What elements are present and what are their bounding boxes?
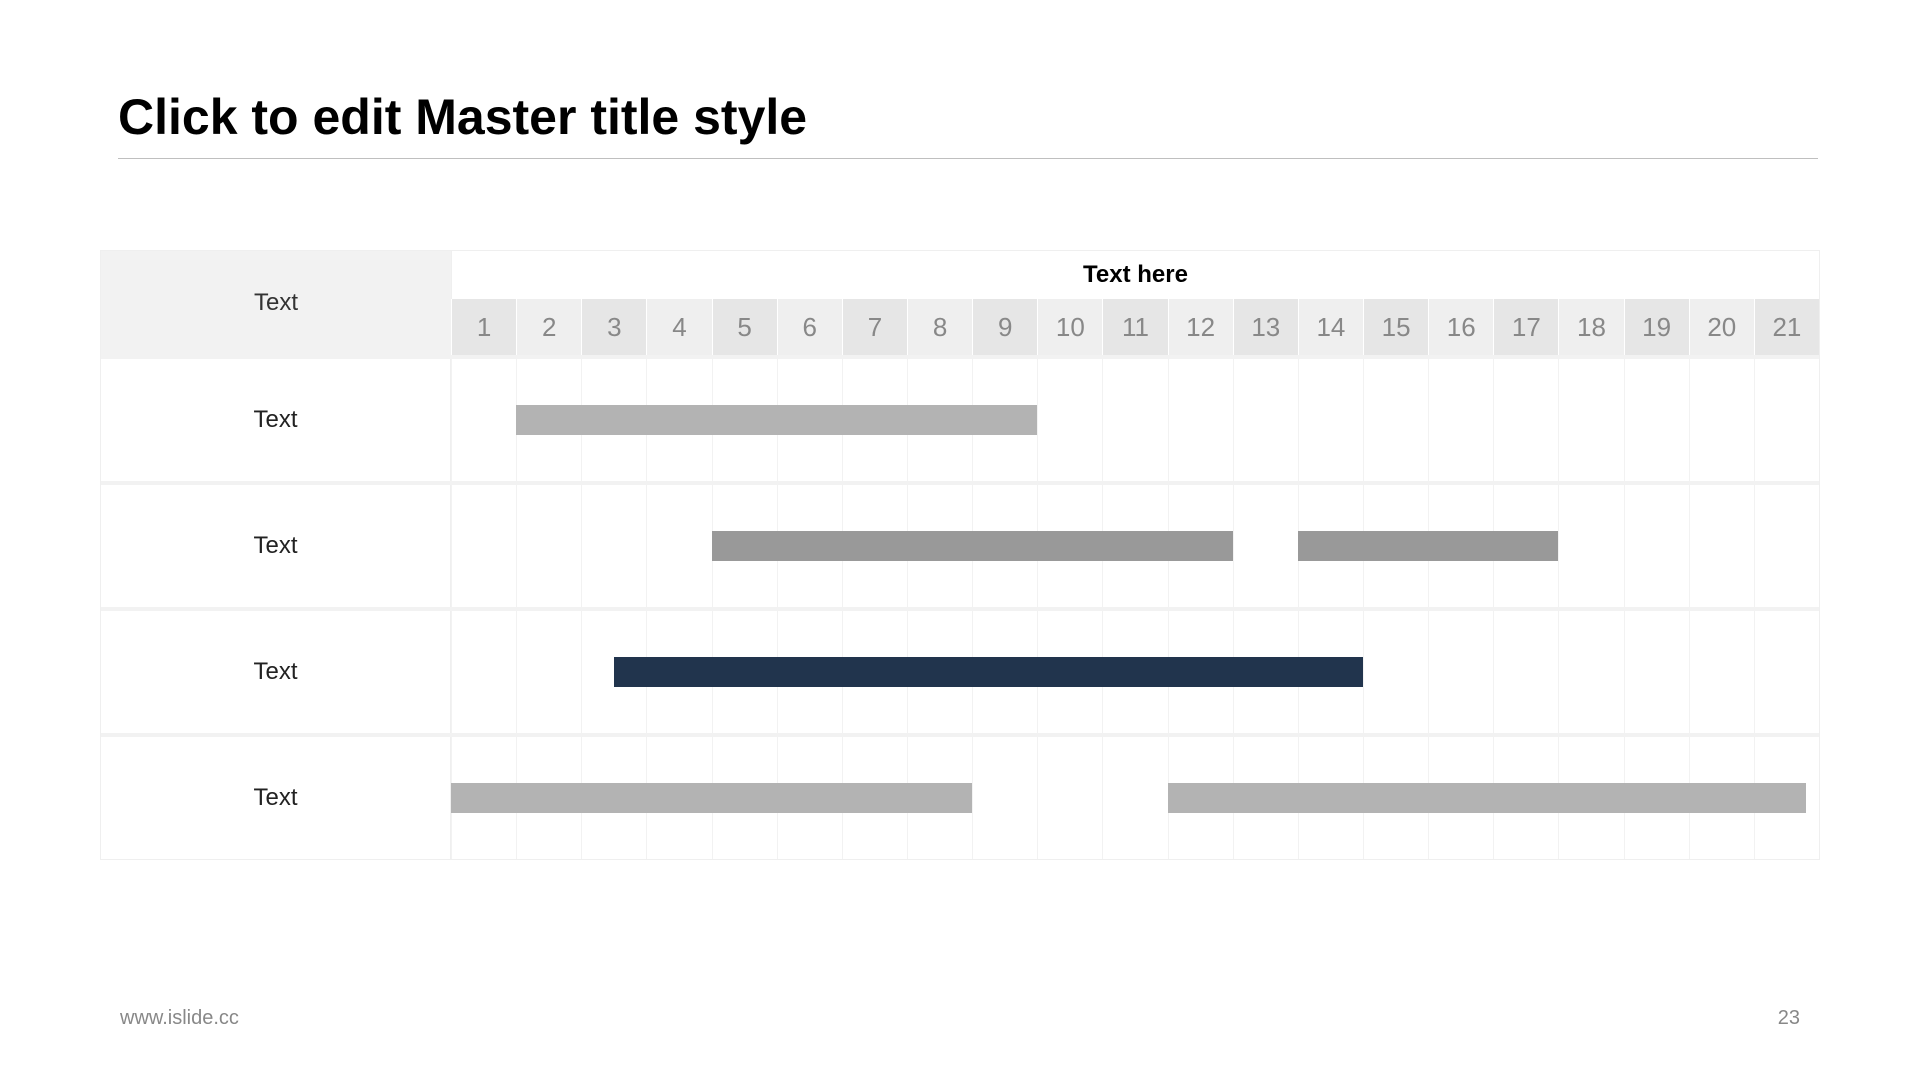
row-track xyxy=(451,485,1819,607)
timeline-num: 3 xyxy=(581,299,646,355)
grid-cell xyxy=(451,485,516,607)
grid-cell xyxy=(1689,485,1754,607)
grid-cell xyxy=(1428,359,1493,481)
row-track xyxy=(451,737,1819,859)
timeline-num: 6 xyxy=(777,299,842,355)
grid-cell xyxy=(1754,611,1819,733)
header-row-label[interactable]: Text xyxy=(101,251,451,355)
grid-cell xyxy=(516,485,581,607)
timeline-numbers: 123456789101112131415161718192021 xyxy=(451,299,1819,355)
row-track xyxy=(451,611,1819,733)
timeline-num: 4 xyxy=(646,299,711,355)
row-label[interactable]: Text xyxy=(101,485,451,607)
gantt-row: Text xyxy=(101,355,1819,481)
grid-cell xyxy=(1363,359,1428,481)
row-label[interactable]: Text xyxy=(101,611,451,733)
grid-cell xyxy=(1037,737,1102,859)
grid-cell xyxy=(1102,737,1167,859)
grid-cell xyxy=(1558,359,1623,481)
timeline-num: 11 xyxy=(1102,299,1167,355)
grid-cell xyxy=(646,485,711,607)
page-number: 23 xyxy=(1778,1007,1800,1030)
gantt-row: Text xyxy=(101,733,1819,859)
timeline-num: 19 xyxy=(1624,299,1689,355)
timeline-num: 15 xyxy=(1363,299,1428,355)
gantt-bar[interactable] xyxy=(1168,783,1806,813)
timeline-num: 5 xyxy=(712,299,777,355)
grid-cell xyxy=(1102,359,1167,481)
grid-cell xyxy=(1754,485,1819,607)
grid-cell xyxy=(1493,611,1558,733)
gantt-bar[interactable] xyxy=(1298,531,1559,561)
timeline-num: 18 xyxy=(1558,299,1623,355)
timeline-num: 2 xyxy=(516,299,581,355)
grid-cell xyxy=(581,485,646,607)
timeline-num: 13 xyxy=(1233,299,1298,355)
timeline-num: 14 xyxy=(1298,299,1363,355)
grid-cell xyxy=(1233,485,1298,607)
timeline-num: 9 xyxy=(972,299,1037,355)
grid-cell xyxy=(972,737,1037,859)
timeline-num: 16 xyxy=(1428,299,1493,355)
timeline-num: 8 xyxy=(907,299,972,355)
grid-cell xyxy=(1428,611,1493,733)
grid-cell xyxy=(1168,359,1233,481)
title-divider xyxy=(118,158,1818,159)
timeline-num: 17 xyxy=(1493,299,1558,355)
grid-cell xyxy=(1624,611,1689,733)
timeline-title[interactable]: Text here xyxy=(451,251,1819,299)
grid-cell xyxy=(451,611,516,733)
grid-cell xyxy=(1689,359,1754,481)
timeline-num: 21 xyxy=(1754,299,1819,355)
gantt-header: Text Text here 1234567891011121314151617… xyxy=(101,251,1819,355)
grid-cell xyxy=(1037,359,1102,481)
timeline-num: 20 xyxy=(1689,299,1754,355)
gantt-body: TextTextTextText xyxy=(101,355,1819,859)
grid-cell xyxy=(1754,359,1819,481)
grid-cell xyxy=(1233,359,1298,481)
timeline-num: 12 xyxy=(1168,299,1233,355)
page-title[interactable]: Click to edit Master title style xyxy=(118,88,807,146)
gantt-bar[interactable] xyxy=(614,657,1363,687)
gantt-row: Text xyxy=(101,481,1819,607)
grid-cell xyxy=(1298,359,1363,481)
timeline-num: 10 xyxy=(1037,299,1102,355)
timeline-header: Text here 123456789101112131415161718192… xyxy=(451,251,1819,355)
timeline-num: 7 xyxy=(842,299,907,355)
grid-cell xyxy=(1624,359,1689,481)
gantt-bar[interactable] xyxy=(451,783,972,813)
row-label[interactable]: Text xyxy=(101,737,451,859)
gantt-chart: Text Text here 1234567891011121314151617… xyxy=(100,250,1820,860)
gantt-bar[interactable] xyxy=(712,531,1233,561)
grid-cell xyxy=(1624,485,1689,607)
grid-cell xyxy=(451,359,516,481)
gantt-bar[interactable] xyxy=(516,405,1037,435)
grid-cell xyxy=(1689,611,1754,733)
timeline-num: 1 xyxy=(451,299,516,355)
footer-url: www.islide.cc xyxy=(120,1007,239,1030)
gantt-row: Text xyxy=(101,607,1819,733)
slide: Click to edit Master title style Text Te… xyxy=(0,0,1920,1080)
grid-cell xyxy=(1558,485,1623,607)
grid-cell xyxy=(1493,359,1558,481)
grid-cell xyxy=(1363,611,1428,733)
grid-cell xyxy=(516,611,581,733)
row-label[interactable]: Text xyxy=(101,359,451,481)
grid-cell xyxy=(1558,611,1623,733)
row-track xyxy=(451,359,1819,481)
